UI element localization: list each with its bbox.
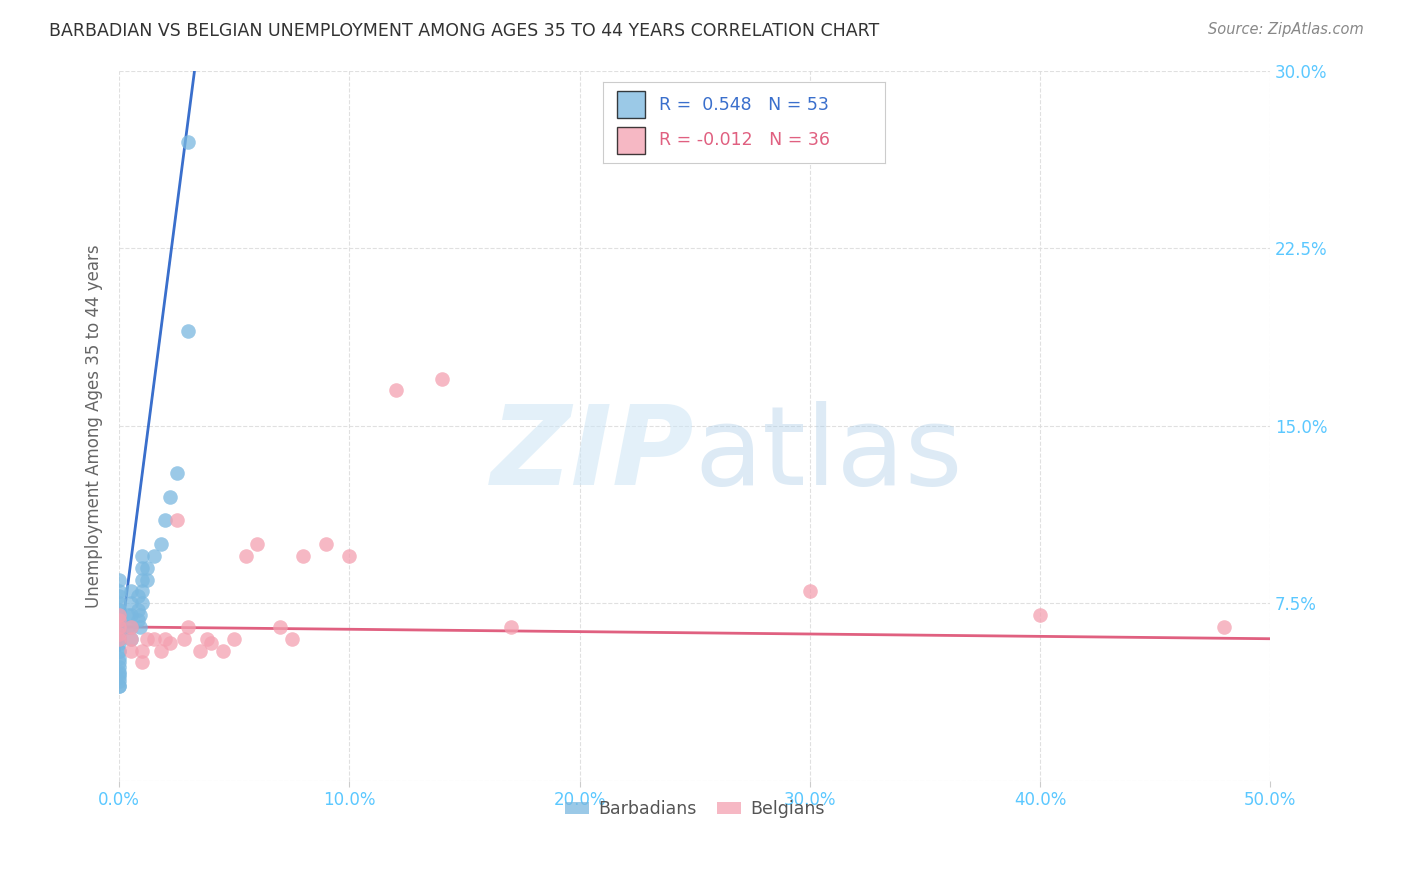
Point — [142, 549, 165, 563]
Point — [120, 643, 142, 657]
Point — [108, 608, 131, 623]
Point — [108, 660, 131, 674]
Text: atlas: atlas — [695, 401, 963, 508]
Point — [108, 627, 131, 641]
Point — [108, 643, 131, 657]
Point — [108, 573, 131, 587]
Text: Source: ZipAtlas.com: Source: ZipAtlas.com — [1208, 22, 1364, 37]
Point — [108, 608, 131, 623]
Text: BARBADIAN VS BELGIAN UNEMPLOYMENT AMONG AGES 35 TO 44 YEARS CORRELATION CHART: BARBADIAN VS BELGIAN UNEMPLOYMENT AMONG … — [49, 22, 880, 40]
Point — [108, 636, 131, 650]
Point — [120, 584, 142, 599]
Point — [292, 549, 315, 563]
Point — [129, 620, 152, 634]
Point — [108, 667, 131, 681]
Point — [430, 371, 453, 385]
Point — [131, 596, 153, 610]
Point — [108, 674, 131, 689]
Point — [269, 620, 291, 634]
Y-axis label: Unemployment Among Ages 35 to 44 years: Unemployment Among Ages 35 to 44 years — [86, 244, 103, 607]
Point — [120, 620, 142, 634]
Point — [131, 549, 153, 563]
Point — [177, 135, 200, 149]
Point — [120, 620, 142, 634]
Point — [159, 636, 181, 650]
Point — [127, 589, 149, 603]
Point — [108, 620, 131, 634]
Point — [1213, 620, 1236, 634]
Point — [155, 632, 177, 646]
Point — [235, 549, 257, 563]
Point — [108, 643, 131, 657]
Point — [155, 513, 177, 527]
Point — [131, 656, 153, 670]
Point — [212, 643, 235, 657]
Point — [149, 643, 172, 657]
Point — [120, 632, 142, 646]
Point — [117, 608, 139, 623]
Point — [108, 665, 131, 679]
Point — [499, 620, 522, 634]
Point — [108, 650, 131, 665]
Point — [281, 632, 304, 646]
Point — [108, 669, 131, 683]
Point — [129, 608, 152, 623]
Point — [135, 573, 157, 587]
Point — [131, 643, 153, 657]
Point — [166, 513, 188, 527]
Point — [108, 632, 131, 646]
Point — [117, 620, 139, 634]
Point — [108, 584, 131, 599]
Point — [315, 537, 337, 551]
Point — [224, 632, 246, 646]
Point — [108, 613, 131, 627]
Point — [799, 584, 821, 599]
Point — [108, 589, 131, 603]
Point — [108, 679, 131, 693]
Point — [108, 679, 131, 693]
Point — [1029, 608, 1052, 623]
Point — [108, 620, 131, 634]
Point — [177, 620, 200, 634]
Point — [131, 573, 153, 587]
Point — [173, 632, 195, 646]
Point — [188, 643, 211, 657]
Point — [127, 603, 149, 617]
Point — [135, 632, 157, 646]
Text: ZIP: ZIP — [491, 401, 695, 508]
Point — [108, 632, 131, 646]
Point — [177, 324, 200, 338]
Point — [108, 627, 131, 641]
Point — [108, 632, 131, 646]
Point — [142, 632, 165, 646]
Point — [120, 632, 142, 646]
Point — [135, 561, 157, 575]
Point — [108, 596, 131, 610]
Point — [127, 613, 149, 627]
Point — [200, 636, 222, 650]
Point — [108, 624, 131, 639]
Point — [108, 656, 131, 670]
Legend: Barbadians, Belgians: Barbadians, Belgians — [558, 793, 831, 825]
Point — [108, 613, 131, 627]
Point — [108, 603, 131, 617]
Point — [195, 632, 218, 646]
Point — [108, 608, 131, 623]
Point — [120, 608, 142, 623]
Point — [131, 561, 153, 575]
Point — [159, 490, 181, 504]
Point — [149, 537, 172, 551]
Point — [108, 620, 131, 634]
Point — [131, 584, 153, 599]
Point — [384, 384, 406, 398]
Point — [120, 596, 142, 610]
Point — [108, 603, 131, 617]
Point — [246, 537, 269, 551]
Point — [166, 466, 188, 480]
Point — [339, 549, 361, 563]
